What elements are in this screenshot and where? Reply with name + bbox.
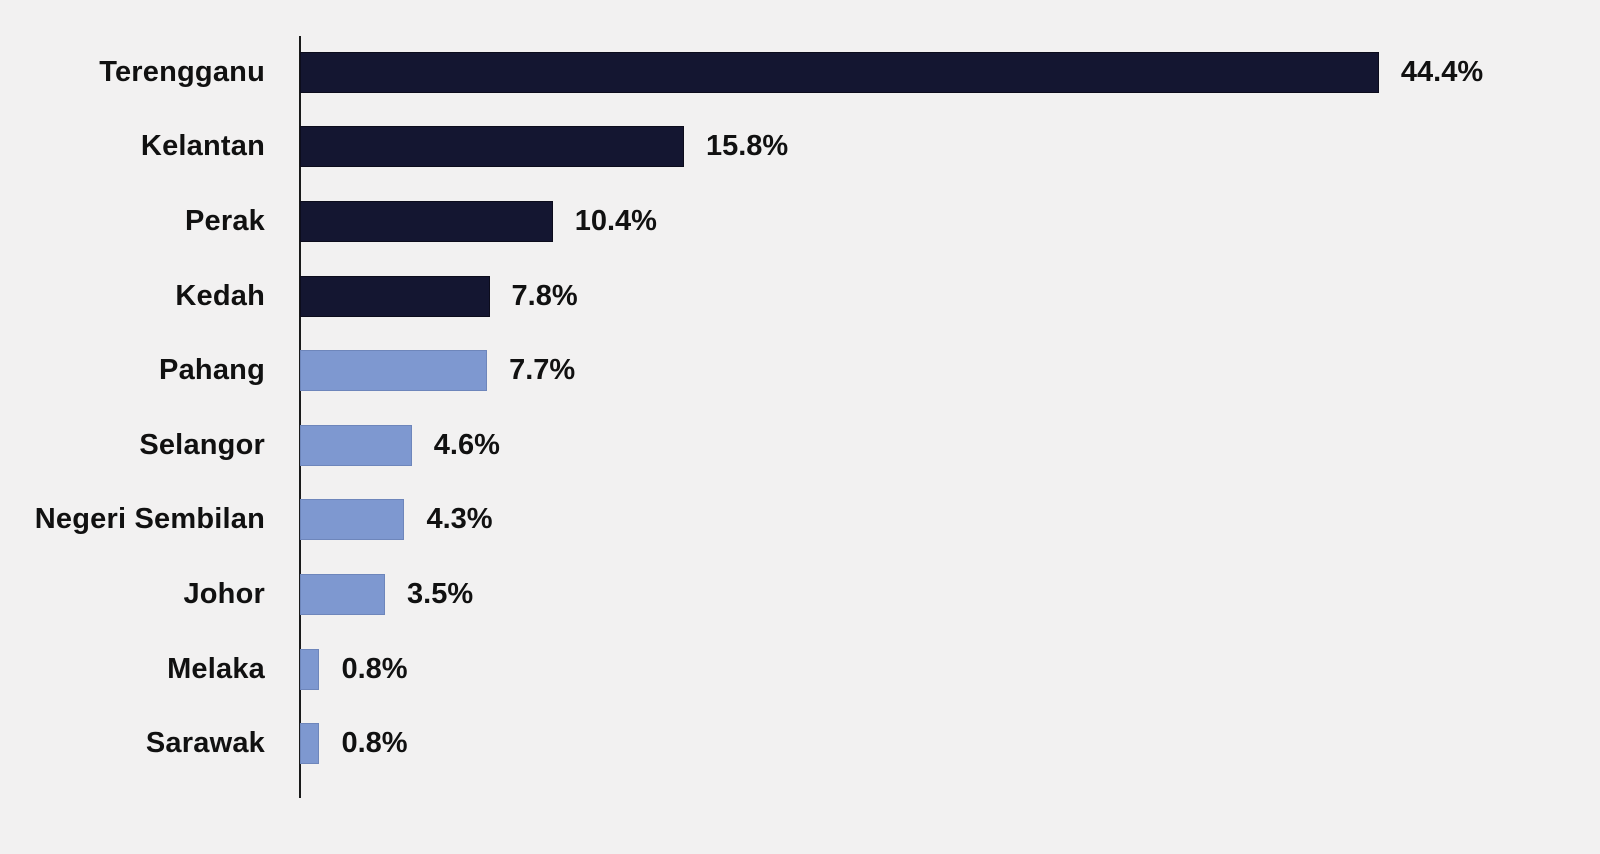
bar-area: 4.6%	[300, 408, 1600, 483]
y-axis-line	[299, 36, 301, 798]
chart-row: Terengganu 44.4%	[0, 35, 1600, 110]
bar	[300, 200, 553, 242]
chart-row: Melaka 0.8%	[0, 632, 1600, 707]
bar-area: 0.8%	[300, 706, 1600, 781]
category-label: Terengganu	[99, 55, 265, 88]
bar-area: 7.8%	[300, 259, 1600, 334]
value-label: 4.6%	[433, 428, 500, 461]
category-label: Kelantan	[140, 130, 265, 163]
bar-area: 3.5%	[300, 557, 1600, 632]
category-label: Johor	[183, 577, 265, 610]
chart-row: Negeri Sembilan 4.3%	[0, 483, 1600, 558]
bar	[300, 350, 488, 392]
bar-area: 4.3%	[300, 483, 1600, 558]
bar	[300, 275, 490, 317]
category-label: Sarawak	[145, 727, 265, 760]
bar-area: 10.4%	[300, 184, 1600, 259]
bar-area: 0.8%	[300, 632, 1600, 707]
category-label: Perak	[184, 204, 265, 237]
value-label: 7.8%	[511, 279, 578, 312]
bar	[300, 126, 684, 168]
value-label: 0.8%	[341, 727, 408, 760]
chart-row: Kelantan 15.8%	[0, 110, 1600, 185]
chart-rows: Terengganu 44.4% Kelantan 15.8% Perak 10…	[0, 35, 1600, 781]
category-label: Kedah	[175, 279, 265, 312]
chart-row: Sarawak 0.8%	[0, 706, 1600, 781]
chart-row: Perak 10.4%	[0, 184, 1600, 259]
bar	[300, 648, 320, 690]
chart-row: Pahang 7.7%	[0, 333, 1600, 408]
bar-area: 7.7%	[300, 333, 1600, 408]
bar	[300, 424, 412, 466]
chart-row: Johor 3.5%	[0, 557, 1600, 632]
bar-area: 15.8%	[300, 110, 1600, 185]
category-label: Pahang	[159, 354, 265, 387]
value-label: 15.8%	[705, 130, 789, 163]
value-label: 44.4%	[1400, 55, 1484, 88]
bar	[300, 573, 386, 615]
value-label: 10.4%	[574, 204, 657, 237]
category-label: Negeri Sembilan	[34, 503, 265, 536]
bar	[300, 51, 1379, 93]
value-label: 7.7%	[509, 354, 576, 387]
bar	[300, 723, 320, 765]
category-label: Melaka	[167, 652, 265, 685]
bar	[300, 499, 405, 541]
bar-area: 44.4%	[300, 35, 1600, 110]
value-label: 4.3%	[426, 503, 493, 536]
chart-row: Kedah 7.8%	[0, 259, 1600, 334]
value-label: 0.8%	[341, 652, 408, 685]
chart-row: Selangor 4.6%	[0, 408, 1600, 483]
value-label: 3.5%	[407, 577, 474, 610]
category-label: Selangor	[139, 428, 265, 461]
